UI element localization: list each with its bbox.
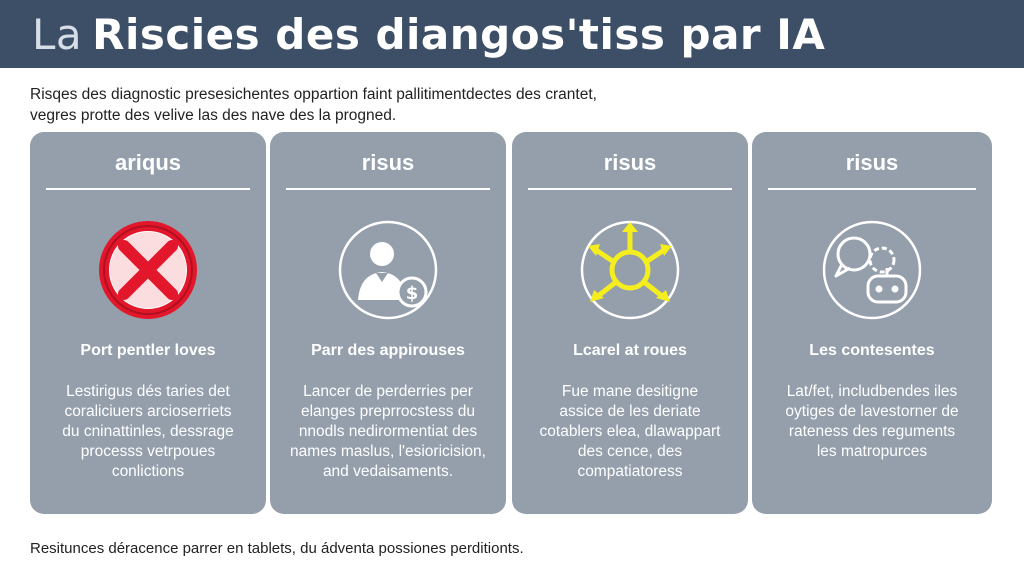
card-body-line: assice de les deriate [559, 403, 701, 420]
card-body-line: coraliciuers arcioserriets [64, 403, 232, 420]
dashed-divider [266, 138, 268, 508]
card-body-line: elanges preprrocstess du [300, 403, 476, 420]
card-body-line: nnodls nedirormentiat des [298, 423, 478, 440]
card-body-line: oytiges de lavestorner de [785, 403, 959, 420]
network-arrows-icon [578, 218, 682, 322]
chat-robot-icon [820, 218, 924, 322]
risk-card: risus $ Parr des appirouses Lancer de pe… [270, 132, 506, 514]
card-body-line: Fue mane desitigne [561, 383, 699, 400]
card-divider [768, 188, 976, 190]
intro-line: Risqes des diagnostic presesichentes opp… [30, 86, 597, 103]
card-body-line: du cninattinles, dessrage [62, 423, 234, 440]
card-body: Lancer de perderries per elanges preprro… [280, 382, 496, 482]
card-body: Lat/fet, includbendes iles oytiges de la… [762, 382, 982, 462]
card-subtitle: Lcarel at roues [573, 342, 687, 359]
card-subtitle: Les contesentes [809, 342, 935, 359]
card-divider [528, 188, 732, 190]
card-body: Fue mane desitigne assice de les deriate… [522, 382, 738, 482]
card-divider [46, 188, 250, 190]
card-body-line: Lat/fet, includbendes iles [786, 383, 958, 400]
card-body-line: Lestirigus dés taries det [66, 383, 230, 400]
footer-note: Resitunces déracence parrer en tablets, … [30, 540, 524, 557]
card-body-line: processs vetrpoues [80, 443, 216, 460]
card-title: risus [603, 150, 657, 175]
title-prefix: La [32, 9, 83, 59]
page-title: La Riscies des diangos'tiss par IA [32, 10, 825, 59]
header-bar: La Riscies des diangos'tiss par IA [0, 0, 1024, 68]
card-body-line: rateness des reguments [788, 423, 956, 440]
risk-card: risus [512, 132, 748, 514]
risk-card: ariqus Port pentler loves Lestirigus dés… [30, 132, 266, 514]
card-body: Lestirigus dés taries det coraliciuers a… [40, 382, 256, 482]
card-title: risus [361, 150, 415, 175]
card-title: risus [845, 150, 899, 175]
dashed-divider [750, 138, 752, 508]
card-body-line: and vedaisaments. [322, 463, 454, 480]
dashed-divider [508, 138, 510, 508]
title-text: Riscies des diangos'tiss par IA [92, 9, 826, 59]
risk-cards: ariqus Port pentler loves Lestirigus dés… [30, 132, 994, 514]
card-title: ariqus [114, 150, 182, 175]
card-body-line: compatiatoress [577, 463, 683, 480]
risk-card: risus Les contesentes Lat/fet, includben… [752, 132, 992, 514]
card-subtitle: Parr des appirouses [311, 342, 465, 359]
intro-line: vegres protte des velive las des nave de… [30, 107, 397, 124]
card-body-line: conlictions [111, 463, 185, 480]
person-money-icon: $ [336, 218, 440, 322]
card-body-line: des cence, des [577, 443, 683, 460]
card-body-line: names maslus, l'esioricision, [290, 443, 486, 460]
card-subtitle: Port pentler loves [80, 342, 216, 359]
svg-text:$: $ [406, 283, 419, 304]
card-body-line: cotablers elea, dlawappart [539, 423, 721, 440]
card-body-line: les matropurces [816, 443, 928, 460]
intro-text: Risqes des diagnostic presesichentes opp… [30, 84, 730, 126]
card-divider [286, 188, 490, 190]
card-body-line: Lancer de perderries per [303, 383, 473, 400]
forbidden-x-icon [96, 218, 200, 322]
